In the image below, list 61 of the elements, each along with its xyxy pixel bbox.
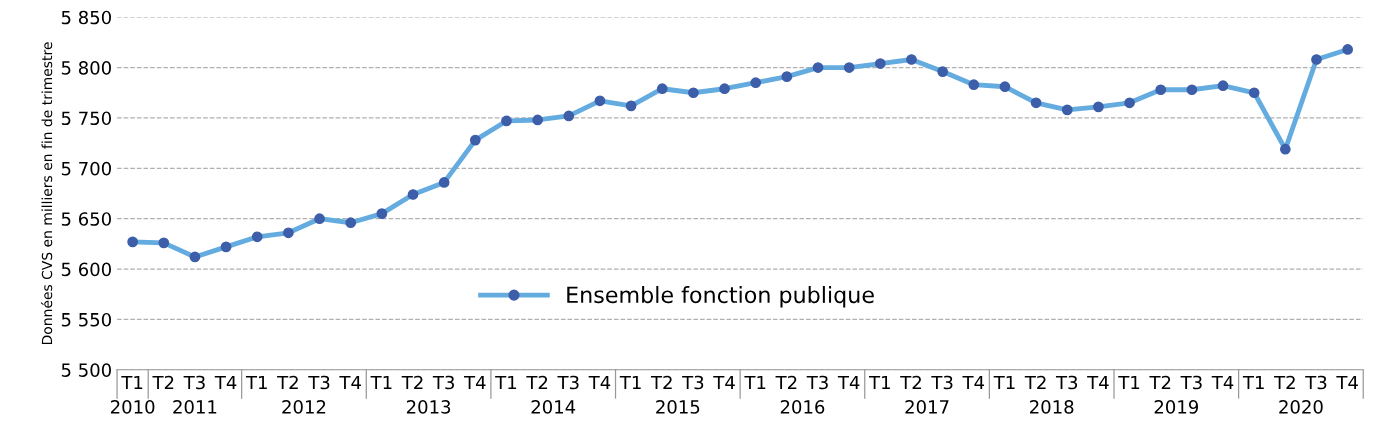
y-axis-title: Données CVS en milliers en fin de trimestre (40, 42, 53, 345)
y-tick-label: 5 800 (61, 61, 111, 75)
x-tick-label: T4 (1211, 375, 1234, 390)
x-tick-label: T2 (650, 375, 672, 390)
x-tick-label: T1 (1118, 375, 1140, 390)
text: 2015 (656, 400, 700, 414)
x-tick-label: T2 (775, 375, 797, 390)
x-tick-label: T2 (1274, 375, 1295, 390)
text: 2020 (1279, 400, 1323, 414)
x-tick-label: T3 (557, 375, 579, 390)
x-tick-label: T3 (1055, 375, 1078, 390)
x-tick-label: T1 (495, 375, 517, 390)
y-tick-label: 5 650 (61, 212, 111, 226)
x-tick-label: T3 (1305, 375, 1327, 390)
x-tick-label: T3 (931, 375, 953, 390)
x-tick-label: T2 (1024, 375, 1046, 390)
x-tick-label: T2 (401, 375, 423, 390)
x-tick-label: T4 (214, 375, 237, 390)
x-tick-label: T1 (370, 375, 392, 390)
x-tick-label: T3 (432, 375, 454, 390)
x-tick-label: T2 (526, 375, 548, 390)
x-tick-label: T1 (869, 375, 890, 390)
text: 2010 (110, 400, 155, 414)
x-tick-label: T1 (245, 375, 267, 390)
x-tick-label: T3 (308, 375, 330, 390)
x-tick-label: T3 (1180, 375, 1202, 390)
x-tick-label: T1 (993, 375, 1015, 390)
x-tick-label: T2 (277, 375, 298, 390)
text: 2011 (173, 400, 217, 414)
x-tick-label: T4 (837, 375, 860, 390)
x-tick-label: T2 (900, 375, 921, 390)
x-tick-label: T4 (1087, 375, 1109, 390)
y-tick-label: 5 750 (61, 111, 111, 126)
x-tick-label: T2 (152, 375, 174, 390)
x-tick-label: T4 (464, 375, 486, 390)
text: 2016 (780, 400, 825, 414)
y-tick-label: 5 700 (61, 161, 111, 176)
x-tick-label: T1 (744, 375, 766, 390)
y-tick-label: 5 550 (61, 312, 111, 327)
x-tick-label: T1 (1242, 375, 1264, 390)
x-tick-label: T3 (183, 375, 205, 390)
x-tick-label: T4 (962, 375, 985, 390)
x-tick-label: T4 (588, 375, 611, 390)
y-tick-label: 5 850 (61, 10, 111, 25)
x-tick-label: T3 (806, 375, 828, 390)
text: 2018 (1030, 400, 1074, 414)
x-tick-label: T2 (1149, 375, 1171, 390)
text: 2019 (1154, 400, 1199, 414)
x-tick-label: T1 (121, 375, 143, 390)
legend-label: Ensemble fonction publique (567, 285, 874, 308)
text: 2012 (282, 400, 326, 414)
x-tick-label: T3 (682, 375, 704, 390)
y-tick-label: 5 500 (61, 363, 111, 377)
x-tick-label: T4 (1336, 375, 1358, 390)
x-tick-label: T4 (713, 375, 735, 390)
y-tick-label: 5 600 (61, 262, 111, 277)
x-tick-label: T1 (619, 375, 641, 390)
text: 2017 (905, 400, 949, 414)
text: 2013 (406, 400, 451, 414)
text: 2014 (531, 400, 576, 414)
x-tick-label: T4 (339, 375, 361, 390)
